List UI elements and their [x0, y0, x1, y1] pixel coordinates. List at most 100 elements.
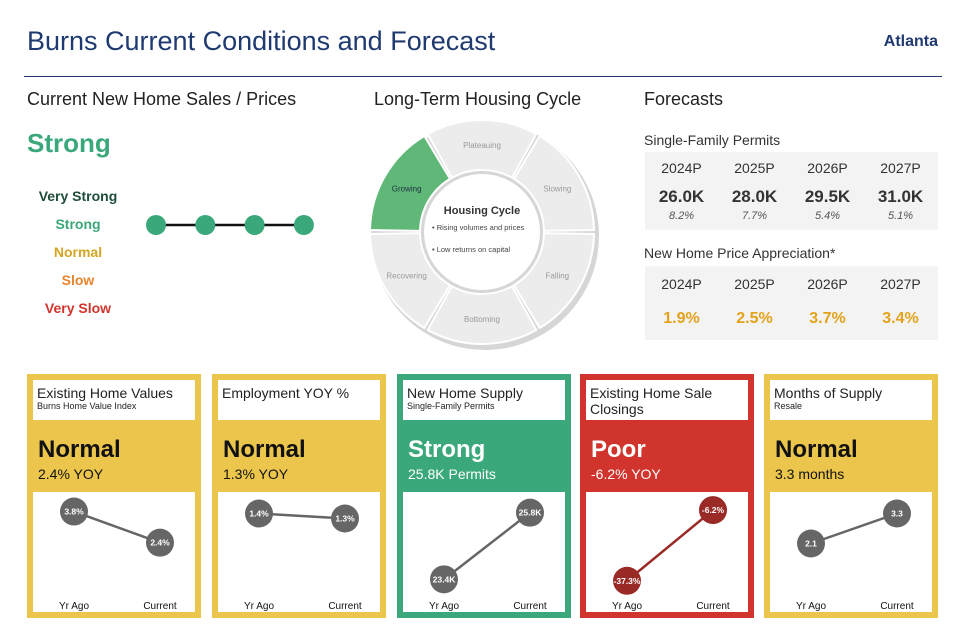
- cycle-segment: [512, 134, 596, 232]
- x-label: Yr Ago: [59, 601, 89, 612]
- sales-status: Strong: [27, 128, 111, 158]
- level-label: Very Strong: [38, 188, 118, 204]
- level-dot: [195, 215, 216, 235]
- x-label: Current: [328, 601, 362, 612]
- card-detail: 25.8K Permits: [408, 466, 496, 482]
- cycle-phase: Bottoming: [464, 315, 500, 324]
- cycle-center: [424, 174, 540, 290]
- mini-chart: 2.1 Yr Ago 3.3 Current: [770, 492, 932, 612]
- year-header: 2027P: [880, 160, 921, 176]
- level-label: Strong: [55, 216, 101, 232]
- card-title: Existing Home Values: [37, 385, 173, 401]
- year-header: 2026P: [807, 160, 848, 176]
- table-title: New Home Price Appreciation*: [644, 245, 836, 261]
- x-label: Yr Ago: [612, 601, 642, 612]
- card-status: Normal: [38, 436, 121, 463]
- card-status: Normal: [775, 436, 858, 463]
- forecast-value: 3.7%: [809, 310, 846, 327]
- card-header: Existing Home Sale Closings: [586, 380, 748, 420]
- data-point: [516, 498, 544, 527]
- year-header: 2024P: [661, 276, 702, 292]
- data-point: [883, 499, 911, 528]
- cycle-diagram: Plateauing Slowing Falling Bottoming Recover…: [368, 119, 599, 350]
- card-header: Employment YOY %: [218, 380, 380, 420]
- x-label: Yr Ago: [244, 601, 274, 612]
- cycle-segment: [512, 232, 596, 330]
- card-subtitle: Burns Home Value Index: [37, 401, 137, 411]
- card-header: New Home Supply Single-Family Permits: [403, 380, 565, 420]
- data-point: [245, 499, 273, 528]
- year-header: 2026P: [807, 276, 848, 292]
- point-label: 2.4%: [150, 538, 170, 548]
- x-label: Yr Ago: [796, 601, 826, 612]
- point-label: 1.3%: [335, 514, 355, 524]
- point-label: 1.4%: [249, 509, 269, 519]
- forecast-growth: 7.7%: [741, 210, 768, 222]
- level-label: Slow: [61, 272, 95, 288]
- card-title: Existing Home Sale Closings: [590, 385, 713, 417]
- card-title: New Home Supply: [407, 385, 523, 401]
- section-title: Forecasts: [644, 89, 724, 109]
- metric-card: Months of Supply Resale Normal 3.3 months 2.…: [764, 374, 938, 618]
- mini-chart: 3.8% Yr Ago 2.4% Current: [33, 492, 195, 612]
- cycle-phase: Plateauing: [463, 141, 501, 150]
- x-label: Current: [880, 601, 914, 612]
- x-label: Yr Ago: [429, 601, 459, 612]
- chart-bg: [218, 492, 380, 598]
- card-detail: -6.2% YOY: [591, 466, 661, 482]
- point-label: -6.2%: [702, 505, 725, 515]
- forecast-value: 1.9%: [663, 310, 700, 327]
- year-header: 2024P: [661, 160, 702, 176]
- metric-card: Existing Home Sale Closings Poor -6.2% YOY…: [580, 374, 754, 618]
- data-point: [430, 565, 458, 594]
- metric-card: Existing Home Values Burns Home Value Ind…: [27, 374, 201, 618]
- trend-line: [810, 512, 898, 545]
- forecast-value: 31.0K: [877, 187, 924, 206]
- cycle-center-title: Housing Cycle: [444, 205, 520, 217]
- forecast-value: 28.0K: [731, 187, 778, 206]
- card-status: Poor: [591, 436, 646, 463]
- appreciation-table: 2024P 2025P 2026P 2027P 1.9% 2.5% 3.7% 3.4%: [645, 266, 938, 340]
- cycle-segment: [426, 119, 538, 180]
- label-bg: [218, 598, 380, 612]
- card-subtitle: Single-Family Permits: [407, 401, 495, 411]
- label-bg: [403, 598, 565, 612]
- cycle-phase: Slowing: [543, 185, 571, 194]
- cycle-segment: [368, 134, 452, 232]
- forecast-value: 3.4%: [882, 310, 919, 327]
- label-bg: [33, 598, 195, 612]
- trend-line: [258, 512, 346, 520]
- market-name: Atlanta: [883, 33, 938, 50]
- level-label: Very Slow: [44, 300, 112, 316]
- cycle-phase: Growing: [392, 185, 422, 194]
- section-title: Current New Home Sales / Prices: [27, 89, 297, 109]
- card-subtitle: Resale: [774, 401, 803, 411]
- trend-line: [73, 510, 161, 544]
- cycle-point: • Low returns on capital: [432, 245, 510, 254]
- data-point: [699, 496, 727, 525]
- cycle-phase: Recovering: [386, 272, 426, 281]
- x-label: Current: [696, 601, 730, 612]
- card-detail: 1.3% YOY: [223, 466, 289, 482]
- sales-dot-chart: JulAugSepOct: [146, 215, 314, 235]
- card-header: Existing Home Values Burns Home Value Ind…: [33, 380, 195, 420]
- label-bg: [586, 598, 748, 612]
- year-header: 2025P: [734, 160, 775, 176]
- card-status: Normal: [223, 436, 306, 463]
- cycle-point: • Rising volumes and prices: [432, 223, 524, 232]
- point-label: 25.8K: [519, 508, 543, 518]
- point-label: 2.1: [805, 539, 817, 549]
- forecast-value: 26.0K: [658, 187, 705, 206]
- x-label: Current: [513, 601, 547, 612]
- header-rule: [24, 76, 942, 77]
- metric-card: New Home Supply Single-Family Permits Stro…: [397, 374, 571, 618]
- x-label: Current: [143, 601, 177, 612]
- table-title: Single-Family Permits: [644, 132, 781, 148]
- cycle-segment: [426, 284, 538, 345]
- year-header: 2027P: [880, 276, 921, 292]
- data-point: [331, 504, 359, 533]
- forecast-growth: 5.1%: [887, 210, 914, 222]
- metric-card: Employment YOY % Normal 1.3% YOY 1.4% Yr Ago…: [212, 374, 386, 618]
- data-point: [146, 528, 174, 557]
- forecast-growth: 5.4%: [814, 210, 841, 222]
